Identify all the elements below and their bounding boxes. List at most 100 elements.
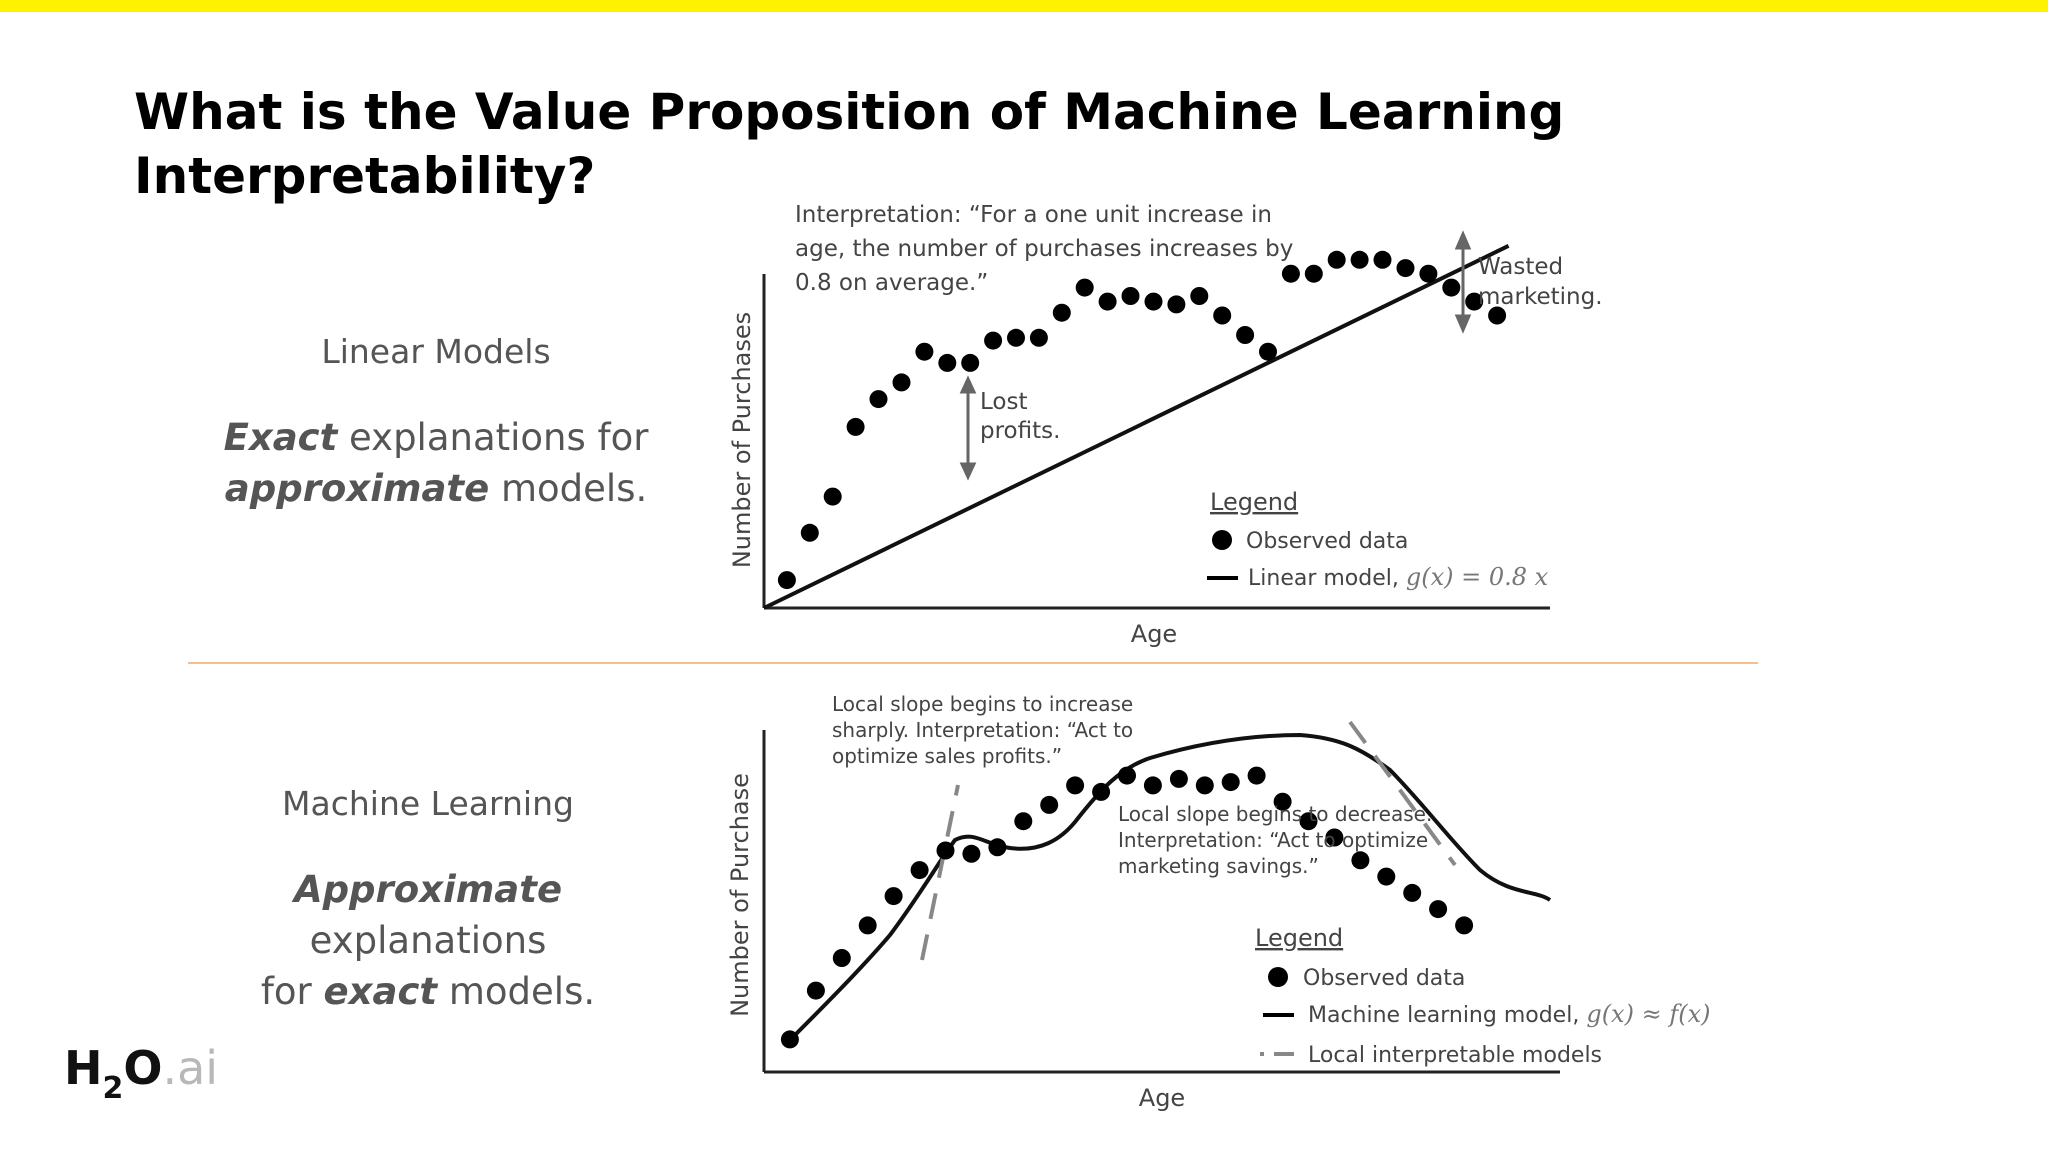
observed-data-point [1144,292,1163,311]
observed-data-point [988,838,1007,857]
observed-data-point [1396,259,1415,278]
observed-data-point [1075,278,1094,297]
legend-linear-model-label: Linear model, g(x) = 0.8 x [1248,563,1549,591]
observed-data-point [1419,264,1438,283]
linear-model-line [763,244,1510,610]
observed-data-point [1377,867,1396,886]
linear-models-desc-line2: approximate models. [196,463,676,514]
observed-data-point [869,390,888,409]
slide-title: What is the Value Proposition of Machine… [134,83,1565,205]
observed-data-point [1325,828,1344,847]
ml-chart: Number of Purchase Age Local slope begin… [726,692,1710,1112]
increase-note-line-2: sharply. Interpretation: “Act to [832,718,1133,742]
observed-data-point [780,1030,799,1049]
observed-data-point [1221,773,1240,792]
linear-model-label-text: Linear model, [1248,566,1406,591]
observed-data-point [823,487,842,506]
linear-legend: Legend Observed data Linear model, g(x) … [1207,488,1549,591]
observed-data-point [961,353,980,372]
observed-data-point [1167,295,1186,314]
observed-data-point [962,844,981,863]
observed-data-point [1190,287,1209,305]
observed-data-point [1169,769,1188,788]
observed-data-point [1429,900,1448,919]
ml-model-formula: g(x) ≈ f(x) [1586,1000,1710,1028]
increase-note-line-1: Local slope begins to increase [832,692,1133,716]
logo-o: O [123,1041,163,1095]
machine-learning-description: Machine Learning Approximate explanation… [178,782,678,1017]
interpretation-line-3: 0.8 on average.” [795,270,988,296]
observed-data-point [1327,250,1346,269]
observed-data-point [884,887,903,906]
decrease-note-line-2: Interpretation: “Act to optimize [1118,828,1428,852]
observed-data-point [1029,328,1048,347]
observed-data-point [1052,303,1071,322]
machine-learning-heading: Machine Learning [282,784,574,823]
h2o-ai-logo: H2O.ai [64,1038,219,1106]
observed-data-point [1455,916,1474,935]
emph-approximate: approximate [224,467,490,510]
observed-data-point [1195,776,1214,795]
legend-observed-label: Observed data [1303,966,1465,991]
ml-observed-points [780,766,1474,1049]
linear-chart: Number of Purchases Age Interpretation: … [728,202,1603,648]
observed-data-point [1247,766,1266,785]
observed-data-point [800,523,819,542]
observed-data-point [1040,795,1059,814]
desc-text: models. [489,467,648,510]
ml-y-axis-label: Number of Purchase [726,773,754,1017]
section-divider [188,662,1758,664]
ml-desc-line1: Approximate explanations [178,864,678,966]
ml-model-curve [788,732,1552,1042]
observed-data-point [915,342,934,361]
emph-exact: exact [323,970,438,1013]
linear-legend-title: Legend [1210,488,1298,516]
ml-legend-title: Legend [1255,924,1343,952]
observed-data-point [1465,292,1484,311]
ml-model-label-text: Machine learning model, [1308,1003,1586,1028]
observed-data-point [1373,250,1392,269]
observed-data-point [1488,306,1507,325]
legend-ml-model-label: Machine learning model, g(x) ≈ f(x) [1308,1000,1710,1028]
increase-note-line-3: optimize sales profits.” [832,744,1062,768]
legend-local-models-label: Local interpretable models [1308,1043,1602,1068]
local-model-increase-line [920,784,960,961]
ml-legend: Legend Observed data Machine learning mo… [1255,924,1710,1068]
lost-profits-line-1: Lost [980,389,1027,415]
observed-data-point [1143,776,1162,795]
observed-data-point [1304,264,1323,283]
observed-data-point [846,417,865,436]
observed-data-point [1118,766,1136,785]
observed-data-point [1098,292,1117,311]
logo-ai: .ai [162,1041,219,1095]
observed-data-point [858,916,877,935]
observed-data-point [832,949,851,967]
observed-data-point [1092,782,1111,801]
linear-models-heading: Linear Models [321,332,551,371]
lost-profits-arrow [959,375,977,481]
decrease-note-line-3: marketing savings.” [1118,854,1319,878]
observed-data-point [1213,306,1232,325]
observed-data-point [1403,883,1422,902]
interpretation-line-2: age, the number of purchases increases b… [795,236,1293,262]
legend-observed-marker [1268,967,1288,987]
observed-data-point [1281,264,1300,283]
linear-models-desc-line1: Exact explanations for [196,412,676,463]
observed-data-point [1273,792,1292,811]
interpretation-line-1: Interpretation: “For a one unit increase… [795,202,1272,228]
observed-data-point [984,331,1003,350]
legend-observed-marker [1212,530,1232,550]
desc-text: for [260,970,324,1013]
observed-data-point [1236,326,1255,344]
linear-model-formula: g(x) = 0.8 x [1406,563,1549,591]
linear-observed-points [777,250,1507,590]
logo-sub: 2 [102,1071,124,1106]
linear-x-axis-label: Age [1131,620,1177,648]
legend-observed-label: Observed data [1246,529,1408,554]
wasted-marketing-line-1: Wasted [1478,254,1563,280]
accent-top-bar [0,0,2048,12]
lost-profits-line-2: profits. [980,418,1060,444]
ml-x-axis-label: Age [1139,1084,1185,1112]
observed-data-point [936,841,955,860]
